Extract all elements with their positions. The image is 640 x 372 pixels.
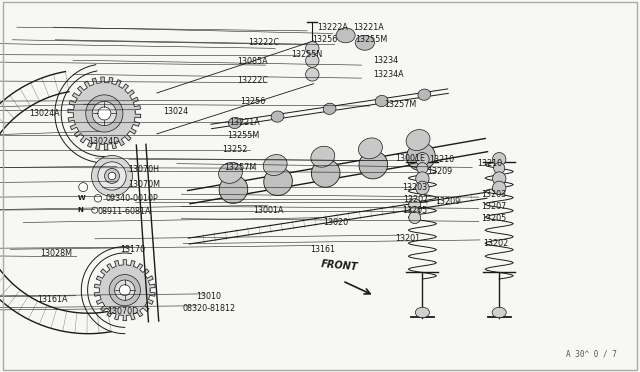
Text: 13020: 13020 xyxy=(323,218,348,227)
Circle shape xyxy=(410,206,420,216)
Text: 13222C: 13222C xyxy=(248,38,279,47)
Circle shape xyxy=(416,172,429,185)
Circle shape xyxy=(493,163,505,174)
Text: 13070D: 13070D xyxy=(108,307,139,316)
Text: 13085A: 13085A xyxy=(237,57,268,66)
Text: 13203: 13203 xyxy=(481,190,506,199)
Text: 13234: 13234 xyxy=(373,56,398,65)
Text: 13203: 13203 xyxy=(402,183,427,192)
Text: 09340-0010P: 09340-0010P xyxy=(106,194,158,203)
Ellipse shape xyxy=(219,163,243,183)
Ellipse shape xyxy=(264,167,292,196)
Ellipse shape xyxy=(406,142,435,171)
Text: 13234A: 13234A xyxy=(373,70,404,79)
Circle shape xyxy=(493,181,506,195)
Circle shape xyxy=(493,172,506,185)
Ellipse shape xyxy=(355,35,374,50)
Text: 13202: 13202 xyxy=(483,239,508,248)
Circle shape xyxy=(306,54,319,67)
Ellipse shape xyxy=(263,155,287,176)
Circle shape xyxy=(98,162,126,190)
Text: 13161: 13161 xyxy=(310,245,335,254)
Circle shape xyxy=(493,153,506,166)
Ellipse shape xyxy=(271,111,284,122)
Text: 13201: 13201 xyxy=(395,234,420,243)
Text: 13010: 13010 xyxy=(196,292,221,301)
Ellipse shape xyxy=(336,28,355,43)
Polygon shape xyxy=(95,260,155,321)
Text: 13209: 13209 xyxy=(428,167,452,176)
Ellipse shape xyxy=(418,89,431,100)
Text: 13205: 13205 xyxy=(402,206,427,215)
Text: 13221A: 13221A xyxy=(229,118,260,126)
Circle shape xyxy=(416,153,429,166)
Circle shape xyxy=(94,195,102,202)
Text: N: N xyxy=(77,207,83,213)
Circle shape xyxy=(86,95,123,132)
Text: 13170: 13170 xyxy=(120,245,145,254)
Circle shape xyxy=(92,207,98,213)
Ellipse shape xyxy=(358,138,382,159)
Text: 13256: 13256 xyxy=(240,97,265,106)
Text: 13257M: 13257M xyxy=(224,163,256,172)
Circle shape xyxy=(306,68,319,81)
Circle shape xyxy=(98,107,111,120)
Circle shape xyxy=(416,181,429,195)
Text: 13256: 13256 xyxy=(312,35,337,44)
Text: 13205: 13205 xyxy=(481,214,506,223)
Circle shape xyxy=(108,172,116,180)
Text: 13255M: 13255M xyxy=(227,131,259,140)
Circle shape xyxy=(79,183,88,192)
Text: 13221A: 13221A xyxy=(353,23,384,32)
Circle shape xyxy=(417,163,428,174)
Text: 13024D: 13024D xyxy=(88,137,120,146)
Ellipse shape xyxy=(312,159,340,187)
Ellipse shape xyxy=(311,146,335,167)
Circle shape xyxy=(92,155,132,196)
Text: 08911-6081A: 08911-6081A xyxy=(98,207,152,216)
Ellipse shape xyxy=(375,96,388,107)
Text: 13209: 13209 xyxy=(435,198,460,206)
Text: 13001E: 13001E xyxy=(396,154,426,163)
Circle shape xyxy=(119,285,131,296)
Text: 13210: 13210 xyxy=(477,159,502,168)
Ellipse shape xyxy=(359,151,388,179)
Text: 13210: 13210 xyxy=(429,155,454,164)
Text: 13255N: 13255N xyxy=(291,50,323,59)
Ellipse shape xyxy=(492,307,506,318)
Circle shape xyxy=(306,42,319,55)
Ellipse shape xyxy=(415,307,429,318)
Text: A 30^ 0 / 7: A 30^ 0 / 7 xyxy=(566,350,617,359)
Circle shape xyxy=(92,102,116,126)
Text: 13252: 13252 xyxy=(222,145,248,154)
Text: 13207: 13207 xyxy=(481,202,506,211)
Circle shape xyxy=(409,199,420,211)
Ellipse shape xyxy=(323,103,336,115)
Text: 13222C: 13222C xyxy=(237,76,268,85)
Text: 13257M: 13257M xyxy=(384,100,416,109)
Text: 13161A: 13161A xyxy=(37,295,68,304)
Ellipse shape xyxy=(219,175,248,203)
Text: FRONT: FRONT xyxy=(320,259,358,273)
Text: 13222A: 13222A xyxy=(317,23,348,32)
Text: 13207: 13207 xyxy=(403,195,428,203)
Circle shape xyxy=(104,169,120,183)
Ellipse shape xyxy=(228,117,241,129)
Text: 13070M: 13070M xyxy=(128,180,160,189)
Text: 13024A: 13024A xyxy=(29,109,60,118)
Text: 13255M: 13255M xyxy=(355,35,387,44)
Circle shape xyxy=(109,275,140,306)
Circle shape xyxy=(409,212,420,224)
Ellipse shape xyxy=(406,129,430,151)
Text: 13024: 13024 xyxy=(163,107,188,116)
Polygon shape xyxy=(68,77,141,150)
Text: 08320-81812: 08320-81812 xyxy=(182,304,236,313)
Text: 13001A: 13001A xyxy=(253,206,284,215)
Text: 13070H: 13070H xyxy=(128,165,159,174)
Circle shape xyxy=(115,280,135,300)
Text: W: W xyxy=(78,195,86,201)
Text: 13028M: 13028M xyxy=(40,249,72,258)
